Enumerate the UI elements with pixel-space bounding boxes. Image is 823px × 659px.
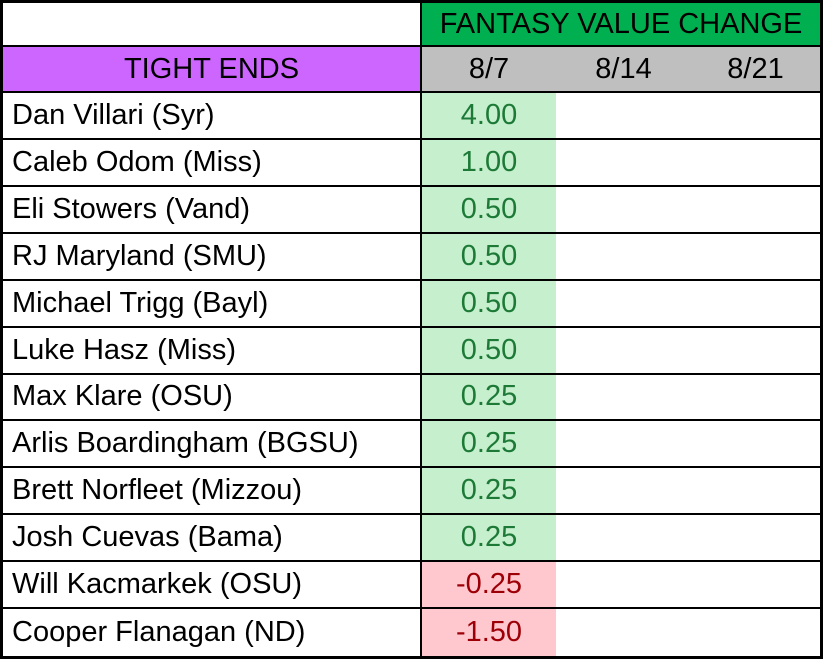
player-name-cell[interactable]: Caleb Odom (Miss): [3, 139, 422, 187]
value-cells-8-14-8-21[interactable]: [556, 327, 820, 375]
player-name: Brett Norfleet (Mizzou): [12, 474, 303, 507]
player-value-8-7: -0.25: [455, 568, 523, 601]
group-label-cell[interactable]: TIGHT ENDS: [3, 47, 422, 93]
column-header-8-14[interactable]: 8/14: [556, 47, 691, 93]
date-label: 8/21: [727, 52, 784, 85]
player-value-8-7: 0.25: [460, 380, 518, 413]
player-name: Max Klare (OSU): [12, 380, 233, 413]
group-label: TIGHT ENDS: [123, 52, 300, 85]
date-label: 8/7: [468, 52, 510, 85]
player-name-cell[interactable]: Luke Hasz (Miss): [3, 327, 422, 375]
value-cells-8-14-8-21[interactable]: [556, 515, 820, 563]
value-cell-8-7[interactable]: -0.25: [422, 562, 556, 610]
player-value-8-7: -1.50: [455, 616, 523, 649]
player-value-8-7: 0.50: [460, 333, 518, 366]
value-cell-8-7[interactable]: 4.00: [422, 93, 556, 140]
player-name: Dan Villari (Syr): [12, 98, 215, 131]
player-name: Eli Stowers (Vand): [12, 192, 250, 225]
player-name: Arlis Boardingham (BGSU): [12, 427, 359, 460]
value-cells-8-14-8-21[interactable]: [556, 139, 820, 187]
value-cell-8-7[interactable]: -1.50: [422, 609, 556, 656]
value-cell-8-7[interactable]: 0.25: [422, 515, 556, 563]
player-value-8-7: 0.50: [460, 286, 518, 319]
value-cells-8-14-8-21[interactable]: [556, 421, 820, 469]
player-name: Cooper Flanagan (ND): [12, 616, 306, 649]
player-value-8-7: 4.00: [460, 98, 518, 131]
value-cell-8-7[interactable]: 0.50: [422, 327, 556, 375]
value-cells-8-14-8-21[interactable]: [556, 186, 820, 234]
value-cell-8-7[interactable]: 0.50: [422, 280, 556, 328]
player-name-cell[interactable]: RJ Maryland (SMU): [3, 233, 422, 281]
player-name-cell[interactable]: Eli Stowers (Vand): [3, 186, 422, 234]
player-name-cell[interactable]: Dan Villari (Syr): [3, 93, 422, 140]
player-name: RJ Maryland (SMU): [12, 239, 267, 272]
player-name: Josh Cuevas (Bama): [12, 521, 283, 554]
player-name-cell[interactable]: Cooper Flanagan (ND): [3, 609, 422, 656]
player-value-8-7: 0.25: [460, 521, 518, 554]
value-cell-8-7[interactable]: 0.25: [422, 374, 556, 422]
value-cell-8-7[interactable]: 1.00: [422, 139, 556, 187]
player-name: Will Kacmarkek (OSU): [12, 568, 303, 601]
player-name: Michael Trigg (Bayl): [12, 286, 269, 319]
player-name-cell[interactable]: Arlis Boardingham (BGSU): [3, 421, 422, 469]
table-title: FANTASY VALUE CHANGE: [439, 7, 803, 40]
player-name-cell[interactable]: Josh Cuevas (Bama): [3, 515, 422, 563]
player-name: Caleb Odom (Miss): [12, 145, 262, 178]
value-cell-8-7[interactable]: 0.25: [422, 468, 556, 516]
player-value-8-7: 0.25: [460, 474, 518, 507]
value-cells-8-14-8-21[interactable]: [556, 374, 820, 422]
player-name-cell[interactable]: Will Kacmarkek (OSU): [3, 562, 422, 610]
player-name-cell[interactable]: Brett Norfleet (Mizzou): [3, 468, 422, 516]
value-cells-8-14-8-21[interactable]: [556, 562, 820, 610]
column-header-8-7[interactable]: 8/7: [422, 47, 556, 93]
value-cells-8-14-8-21[interactable]: [556, 468, 820, 516]
player-name-cell[interactable]: Michael Trigg (Bayl): [3, 280, 422, 328]
value-cells-8-14-8-21[interactable]: [556, 93, 820, 140]
player-name: Luke Hasz (Miss): [12, 333, 236, 366]
value-cells-8-14-8-21[interactable]: [556, 233, 820, 281]
corner-blank-cell[interactable]: [3, 3, 422, 47]
player-name-cell[interactable]: Max Klare (OSU): [3, 374, 422, 422]
value-cells-8-14-8-21[interactable]: [556, 609, 820, 656]
column-header-8-21[interactable]: 8/21: [691, 47, 820, 93]
player-value-8-7: 1.00: [460, 145, 518, 178]
player-value-8-7: 0.50: [460, 192, 518, 225]
value-cells-8-14-8-21[interactable]: [556, 280, 820, 328]
player-value-8-7: 0.25: [460, 427, 518, 460]
value-cell-8-7[interactable]: 0.50: [422, 186, 556, 234]
value-cell-8-7[interactable]: 0.50: [422, 233, 556, 281]
player-value-8-7: 0.50: [460, 239, 518, 272]
value-cell-8-7[interactable]: 0.25: [422, 421, 556, 469]
table-title-cell: FANTASY VALUE CHANGE: [422, 3, 820, 47]
date-label: 8/14: [595, 52, 652, 85]
